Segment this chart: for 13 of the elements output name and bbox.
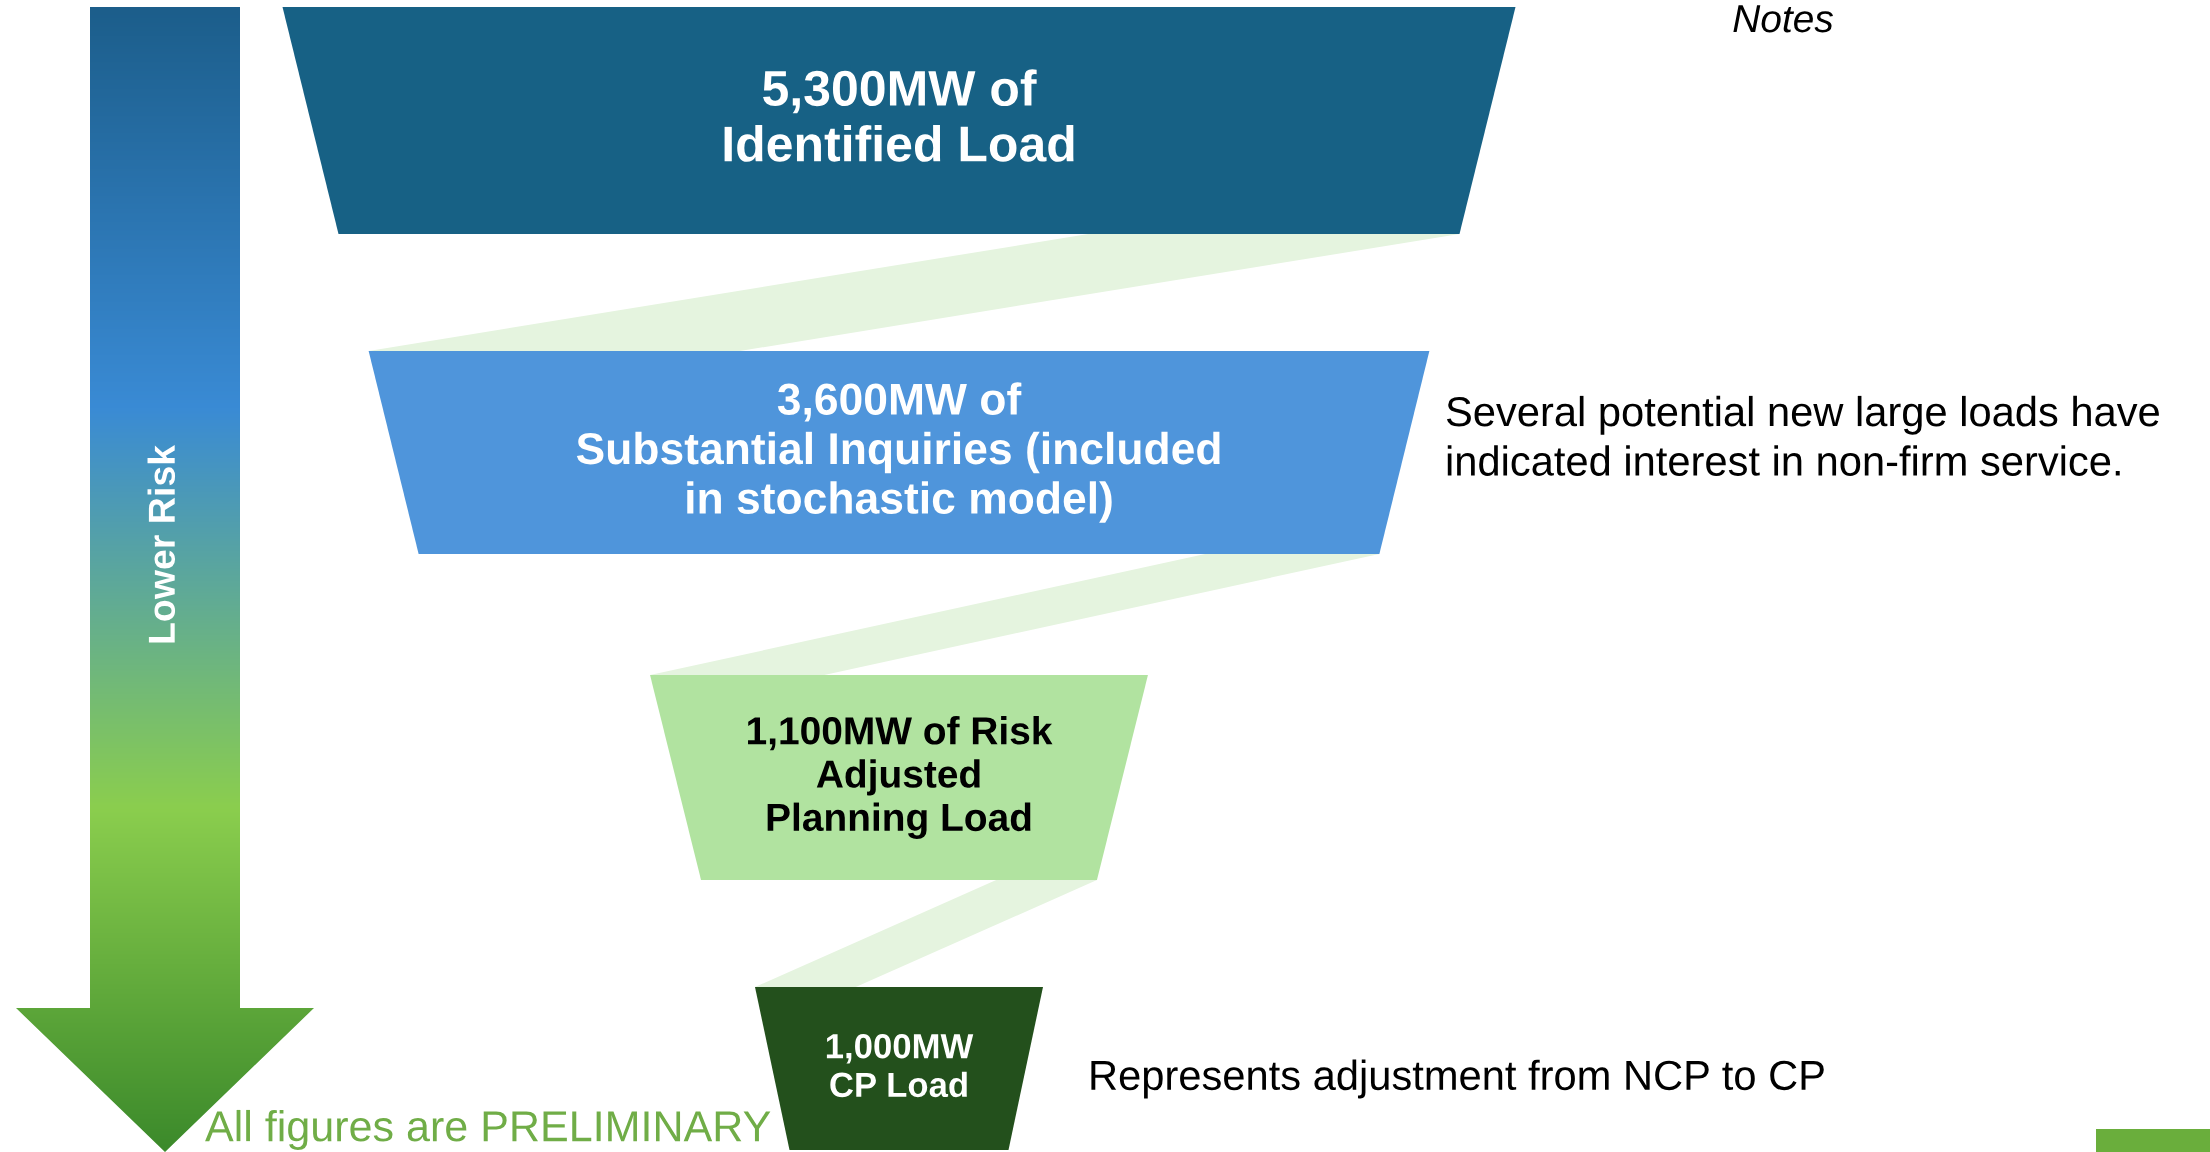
text: Lower Risk: [147, 444, 176, 643]
text: Represents adjustment from NCP to CP: [1091, 1059, 1824, 1099]
text: Several potential new large loads have indicated interest in non-firm service.: [1446, 395, 2159, 476]
text: Notes: [1733, 5, 1833, 33]
category-label: CP Load: [830, 1071, 967, 1098]
category-label: Substantial Inquiries (included in stochastic model): [576, 431, 1220, 523]
data-label: 1,000MW: [826, 1033, 974, 1064]
text: All figures are PRELIMINARY: [205, 1109, 771, 1151]
category-label: Adjusted Planning Load: [767, 759, 1031, 840]
category-label: Identified Load: [724, 125, 1074, 162]
data-label: 3,600MW of: [777, 382, 1022, 422]
data-label: 1,100MW of Risk: [748, 715, 1053, 751]
data-label: 5,300MW of: [763, 69, 1037, 114]
